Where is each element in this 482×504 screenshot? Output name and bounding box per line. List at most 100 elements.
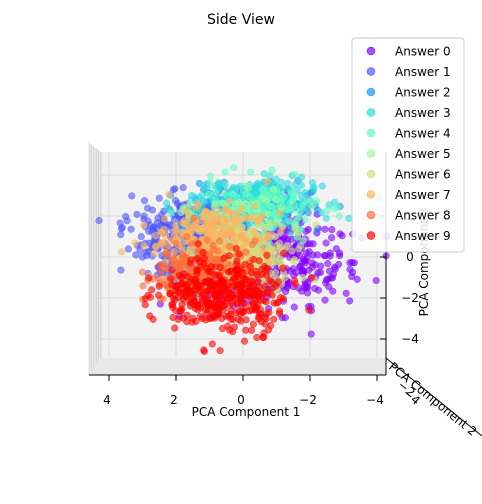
data-point [272, 195, 280, 204]
data-point [333, 203, 341, 211]
data-point [274, 298, 282, 306]
data-point [232, 244, 240, 253]
data-point [193, 267, 201, 275]
data-point [353, 275, 361, 283]
data-point [305, 266, 313, 274]
legend-marker [366, 87, 376, 97]
data-point [196, 312, 205, 320]
data-point [190, 294, 198, 302]
data-point [223, 300, 231, 308]
data-point [132, 251, 140, 259]
data-point [255, 315, 263, 323]
data-point [305, 248, 313, 256]
data-point [308, 273, 316, 282]
data-point [297, 173, 306, 181]
data-point [173, 227, 181, 235]
legend-marker [366, 231, 376, 240]
data-point [168, 266, 176, 274]
data-point [328, 234, 336, 242]
data-point [128, 192, 136, 200]
data-point [275, 239, 283, 247]
data-point [260, 333, 268, 342]
legend-label: Answer 9 [395, 229, 451, 243]
data-point [194, 201, 203, 209]
data-point [230, 282, 238, 290]
data-point [201, 278, 209, 286]
data-point [160, 225, 168, 233]
data-point [235, 198, 243, 207]
legend-label: Answer 2 [395, 86, 451, 100]
data-point [184, 221, 192, 229]
data-point [139, 282, 147, 290]
data-point [304, 225, 312, 234]
data-point [145, 274, 153, 282]
data-point [324, 275, 332, 283]
data-point [122, 212, 130, 221]
data-point [178, 243, 186, 251]
data-point [250, 255, 258, 263]
data-point [264, 289, 272, 297]
legend-marker [366, 210, 376, 220]
data-point [137, 233, 145, 241]
data-point [140, 242, 148, 250]
data-point [218, 314, 226, 323]
data-point [350, 259, 358, 267]
data-point [279, 264, 287, 272]
data-point [290, 256, 298, 264]
data-point [310, 183, 318, 191]
x-tick-label: 0 [237, 393, 245, 407]
data-point [336, 230, 344, 238]
data-point [226, 267, 234, 276]
data-point [308, 202, 316, 211]
data-point [235, 250, 243, 258]
data-point [190, 214, 198, 222]
data-point [155, 274, 163, 282]
data-point [226, 242, 234, 250]
legend-label: Answer 4 [395, 127, 451, 141]
data-point [281, 314, 289, 322]
data-point [258, 270, 266, 278]
data-point [268, 166, 276, 174]
data-point [153, 219, 161, 227]
legend-marker [366, 128, 376, 138]
data-point [264, 231, 272, 239]
data-point [267, 219, 276, 228]
data-point [141, 301, 149, 309]
data-point [346, 297, 354, 305]
data-point [242, 292, 250, 300]
x-tick-label: 2 [170, 393, 178, 407]
data-point [274, 278, 282, 286]
data-point [217, 299, 225, 307]
data-point [206, 179, 214, 187]
data-point [174, 315, 182, 323]
data-point [172, 306, 180, 314]
data-point [299, 267, 307, 275]
data-point [242, 215, 250, 223]
data-point [149, 315, 157, 323]
data-point [238, 224, 246, 232]
data-point [207, 172, 215, 180]
legend-label: Answer 1 [395, 65, 451, 79]
legend-label: Answer 5 [395, 147, 451, 161]
data-point [225, 252, 233, 260]
data-point [187, 256, 195, 264]
z-tick-label: −4 [401, 332, 419, 346]
data-point [321, 296, 329, 304]
left-pane [89, 143, 101, 375]
data-point [322, 239, 330, 247]
data-point [244, 284, 252, 292]
data-point [166, 209, 174, 217]
data-point [304, 289, 312, 297]
data-point [218, 199, 226, 207]
x-tick-label: 4 [103, 393, 111, 407]
data-point [283, 242, 291, 250]
data-point [321, 225, 329, 233]
data-point [160, 263, 168, 271]
data-point [196, 226, 204, 234]
data-point [284, 281, 292, 289]
data-point [322, 214, 330, 222]
data-point [155, 291, 163, 299]
data-point [178, 305, 186, 313]
data-point [202, 316, 210, 324]
